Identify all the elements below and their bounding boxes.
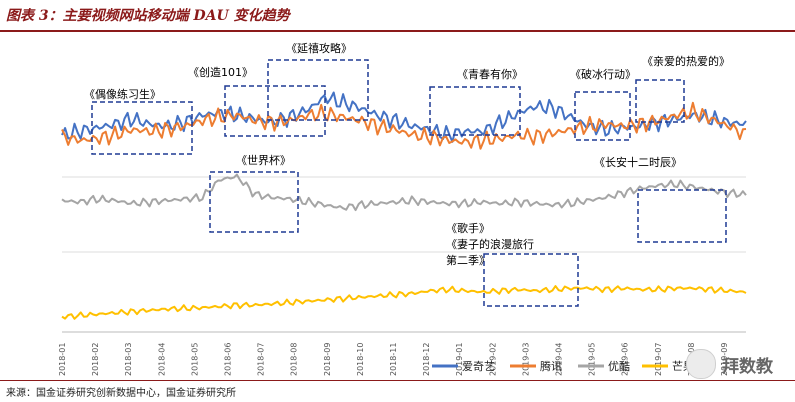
- dau-chart: 《偶像练习生》 《创造101》 《延禧攻略》《青春有你》 《破冰行动》《亲爱的热爱的》…: [58, 41, 747, 376]
- x-tick-label: 2019-09: [720, 343, 729, 376]
- legend-label: 腾讯: [540, 359, 562, 373]
- legend-label: 爱奇艺: [462, 360, 495, 373]
- x-tick-label: 2019-05: [588, 343, 597, 376]
- series-line-2: [61, 173, 747, 212]
- wechat-logo-icon: [686, 349, 716, 379]
- x-tick-label: 2018-01: [58, 343, 67, 376]
- annotation-label: 《亲爱的热爱的》: [642, 54, 730, 68]
- annotation-box: [637, 189, 727, 243]
- watermark-text: 拜数教: [722, 356, 773, 377]
- annotation-label: 《偶像练习生》: [84, 87, 161, 101]
- x-tick-label: 2019-07: [654, 343, 663, 376]
- page-title: 图表 3：主要视频网站移动端 DAU 变化趋势: [6, 8, 290, 24]
- series-line-3: [61, 285, 747, 320]
- x-tick-label: 2018-07: [257, 343, 266, 376]
- x-tick-label: 2018-09: [323, 343, 332, 376]
- x-tick-label: 2018-04: [157, 343, 166, 376]
- x-tick-label: 2019-04: [555, 343, 564, 376]
- legend-label: 优酷: [608, 360, 630, 373]
- x-tick-label: 2018-11: [389, 343, 398, 376]
- x-tick-label: 2019-02: [488, 343, 497, 376]
- annotation-box: [267, 59, 369, 121]
- annotation-box: [91, 101, 193, 155]
- annotation-label: 《长安十二时辰》: [594, 155, 682, 169]
- annotation-label: 《世界杯》: [236, 153, 291, 167]
- x-tick-label: 2018-12: [422, 343, 431, 376]
- annotation-box: [635, 79, 685, 123]
- annotation-label: 《歌手》: [446, 221, 490, 235]
- x-tick-label: 2019-03: [521, 343, 530, 376]
- series-line-1: [61, 101, 747, 150]
- annotation-label: 《妻子的浪漫旅行: [446, 237, 534, 251]
- x-tick-label: 2018-03: [124, 343, 133, 376]
- x-tick-label: 2018-08: [290, 343, 299, 376]
- watermark: 拜数教: [686, 349, 773, 379]
- annotation-box: [429, 86, 521, 136]
- annotation-label: 第二季》: [446, 253, 490, 267]
- x-tick-label: 2019-01: [455, 343, 464, 376]
- annotation-box: [483, 253, 579, 307]
- annotation-label: 《创造101》: [188, 65, 253, 79]
- annotation-box: [209, 171, 299, 233]
- annotation-box: [574, 91, 631, 141]
- x-tick-label: 2018-05: [190, 343, 199, 376]
- annotation-box: [224, 85, 326, 137]
- x-tick-label: 2019-06: [621, 343, 630, 376]
- source-bar: 来源：国金证券研究创新数据中心，国金证券研究所: [0, 380, 795, 402]
- series-line-0: [61, 91, 747, 143]
- annotation-label: 《延禧攻略》: [286, 41, 352, 55]
- source-note: 来源：国金证券研究创新数据中心，国金证券研究所: [6, 388, 236, 399]
- x-tick-label: 2018-02: [91, 343, 100, 376]
- x-tick-label: 2018-10: [356, 343, 365, 376]
- title-bar: 图表 3：主要视频网站移动端 DAU 变化趋势: [0, 0, 795, 32]
- x-tick-label: 2018-06: [224, 343, 233, 376]
- annotation-label: 《破冰行动》: [570, 67, 636, 81]
- annotation-label: 《青春有你》: [457, 67, 523, 81]
